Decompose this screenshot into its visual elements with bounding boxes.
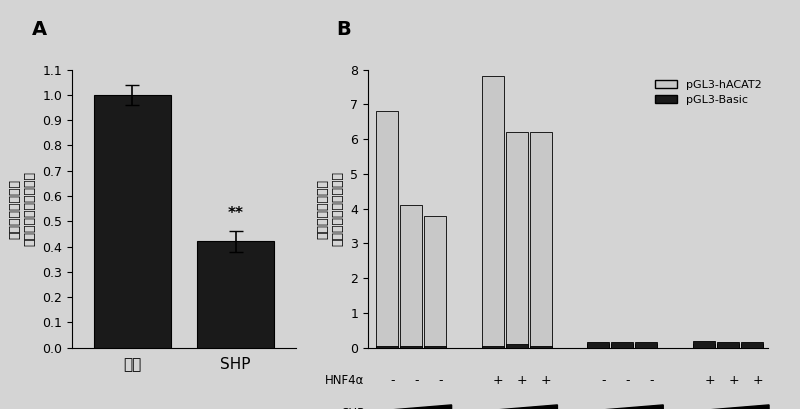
Bar bbox=[587, 342, 610, 348]
Bar bbox=[635, 344, 658, 348]
Bar bbox=[587, 344, 610, 348]
Text: SHP: SHP bbox=[341, 407, 364, 409]
Bar bbox=[482, 346, 504, 348]
Y-axis label: 相对荧光素酶活性
（根据内对照标准化）: 相对荧光素酶活性 （根据内对照标准化） bbox=[9, 171, 37, 246]
Text: -: - bbox=[626, 374, 630, 387]
Text: +: + bbox=[729, 374, 739, 387]
Bar bbox=[424, 216, 446, 348]
Bar bbox=[94, 95, 171, 348]
Text: -: - bbox=[390, 374, 394, 387]
Y-axis label: 相对荧光素酶活性
（根据内对照标准化）: 相对荧光素酶活性 （根据内对照标准化） bbox=[317, 171, 345, 246]
Text: +: + bbox=[541, 374, 551, 387]
Text: -: - bbox=[650, 374, 654, 387]
Legend: pGL3-hACAT2, pGL3-Basic: pGL3-hACAT2, pGL3-Basic bbox=[650, 75, 766, 110]
Bar bbox=[693, 344, 715, 348]
Bar bbox=[376, 111, 398, 348]
Text: A: A bbox=[32, 20, 47, 39]
Bar bbox=[635, 342, 658, 348]
Bar bbox=[693, 341, 715, 348]
Text: -: - bbox=[414, 374, 418, 387]
Bar bbox=[611, 344, 634, 348]
Bar bbox=[376, 346, 398, 348]
Text: -: - bbox=[438, 374, 442, 387]
Bar bbox=[506, 132, 528, 348]
Text: HNF4α: HNF4α bbox=[325, 374, 364, 387]
Bar bbox=[741, 342, 763, 348]
Bar bbox=[506, 344, 528, 348]
Bar bbox=[717, 342, 739, 348]
Bar bbox=[197, 241, 274, 348]
Bar bbox=[530, 132, 552, 348]
Bar bbox=[611, 342, 634, 348]
Bar bbox=[424, 346, 446, 348]
Bar bbox=[530, 346, 552, 348]
Bar bbox=[717, 344, 739, 348]
Text: -: - bbox=[602, 374, 606, 387]
Text: +: + bbox=[705, 374, 715, 387]
Text: +: + bbox=[753, 374, 763, 387]
Text: **: ** bbox=[228, 206, 244, 221]
Bar bbox=[482, 76, 504, 348]
Bar bbox=[400, 205, 422, 348]
Text: B: B bbox=[336, 20, 350, 39]
Text: +: + bbox=[493, 374, 503, 387]
Bar bbox=[400, 346, 422, 348]
Text: +: + bbox=[517, 374, 527, 387]
Bar bbox=[741, 344, 763, 348]
